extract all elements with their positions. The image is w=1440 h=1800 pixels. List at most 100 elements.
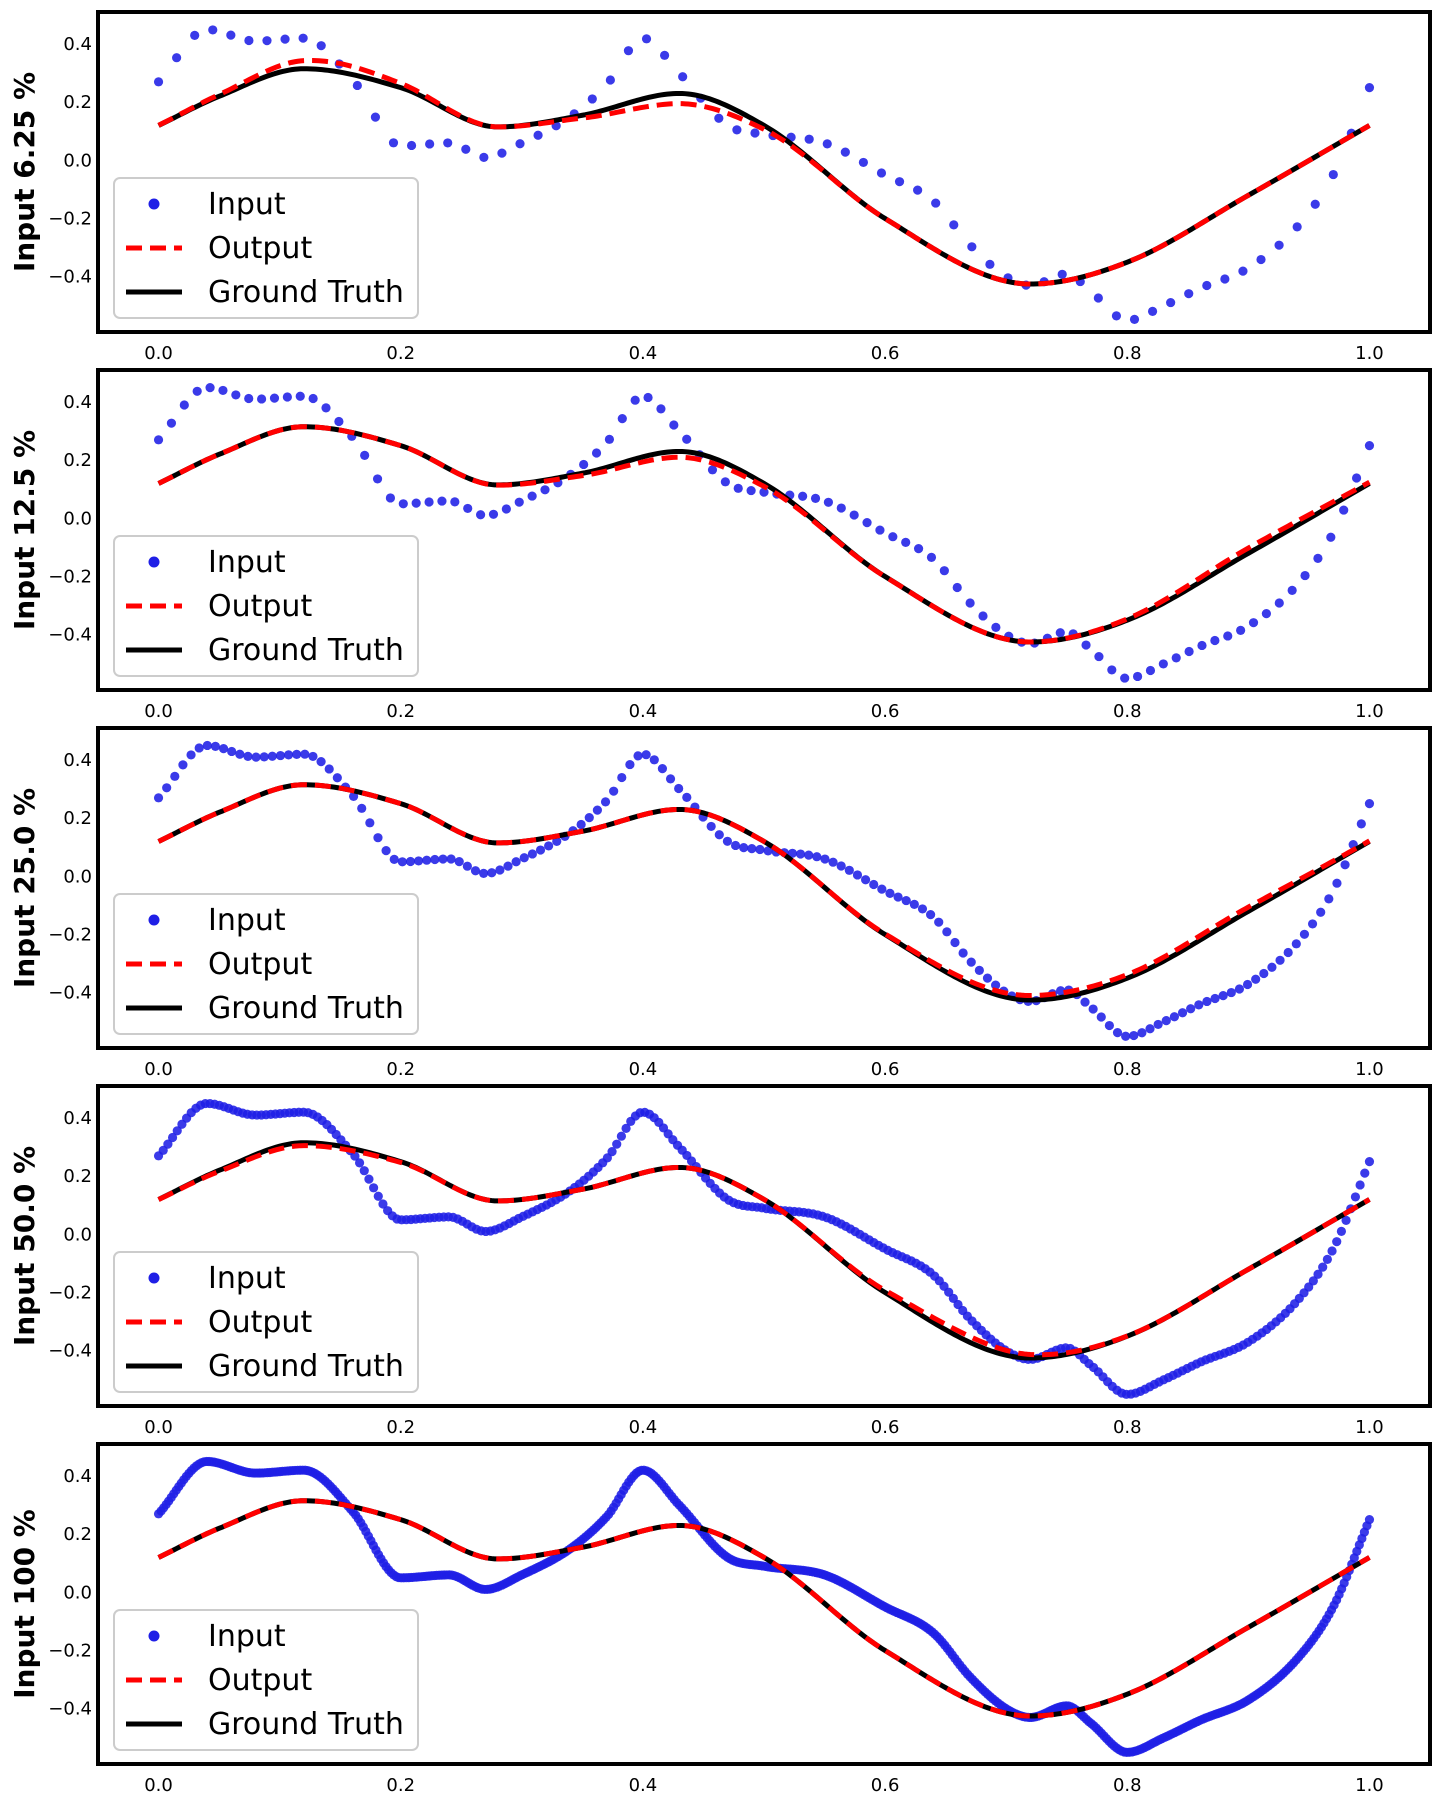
- legend-label: Output: [208, 1663, 312, 1698]
- input-point: [1096, 1012, 1106, 1022]
- y-tick-label: 0.4: [63, 1466, 92, 1487]
- input-point: [1322, 1254, 1332, 1264]
- input-point: [397, 857, 407, 867]
- input-point: [511, 857, 521, 867]
- x-tick-label: 0.8: [1113, 701, 1142, 722]
- input-point: [1129, 1030, 1139, 1041]
- input-point: [1202, 996, 1212, 1007]
- input-point: [950, 937, 960, 948]
- input-point: [1171, 653, 1181, 663]
- input-point: [965, 598, 975, 608]
- input-point: [888, 532, 898, 542]
- input-point: [192, 386, 202, 396]
- input-point: [836, 503, 846, 513]
- input-point: [942, 927, 952, 937]
- input-point: [876, 168, 887, 178]
- input-point: [579, 459, 589, 470]
- input-point: [576, 819, 586, 830]
- input-point: [746, 485, 756, 496]
- input-point: [1274, 598, 1284, 608]
- input-point: [656, 404, 666, 414]
- input-point: [609, 786, 619, 796]
- input-point: [804, 850, 814, 860]
- x-tick-label: 0.6: [871, 1775, 900, 1796]
- input-point: [275, 750, 286, 761]
- input-point: [385, 493, 396, 503]
- input-point: [172, 53, 182, 63]
- input-point: [720, 477, 730, 487]
- input-point: [1218, 991, 1228, 1001]
- legend-label: Input: [208, 1619, 286, 1654]
- input-point: [862, 517, 872, 528]
- input-point: [820, 854, 830, 864]
- chart-panel-5: 0.0 0.2 0.4 0.6 0.8 1.0 0.4 0.2 0.0 −0.2 −0.4 Input…: [8, 1442, 1432, 1796]
- input-point: [967, 242, 977, 252]
- input-point: [714, 113, 724, 123]
- input-point: [334, 416, 344, 427]
- input-point: [369, 1183, 379, 1193]
- input-point: [1287, 585, 1297, 595]
- input-point: [733, 483, 743, 493]
- input-point: [186, 750, 196, 760]
- input-point: [1328, 169, 1338, 180]
- legend-label: Output: [208, 947, 312, 982]
- input-point: [1332, 878, 1342, 888]
- legend: Input Output Ground Truth: [113, 1251, 419, 1393]
- input-point: [1336, 1226, 1347, 1236]
- input-point: [625, 759, 635, 770]
- output-line: [157, 782, 1371, 999]
- input-point: [438, 854, 448, 864]
- input-point: [958, 948, 968, 958]
- output-line: [157, 1143, 1371, 1358]
- input-point: [251, 752, 261, 762]
- input-point: [706, 821, 716, 832]
- input-point: [544, 841, 554, 851]
- input-point: [1094, 651, 1104, 662]
- input-point: [533, 130, 543, 140]
- input-point: [669, 420, 679, 430]
- input-point: [1242, 979, 1253, 990]
- input-point: [643, 392, 653, 403]
- legend: Input Output Ground Truth: [113, 893, 419, 1035]
- y-tick-label: 0.0: [63, 150, 92, 171]
- y-tick-label: 0.2: [63, 808, 92, 829]
- input-point: [411, 498, 421, 508]
- x-tick-label: 0.0: [144, 1059, 173, 1080]
- y-tick-label: 0.2: [63, 450, 92, 471]
- input-point: [389, 854, 399, 864]
- axes-frame: [96, 368, 1432, 692]
- input-point: [414, 856, 424, 866]
- input-point: [934, 917, 944, 927]
- y-tick-label: 0.2: [63, 1166, 92, 1187]
- input-point: [732, 125, 742, 135]
- ground-truth-line: [157, 66, 1371, 287]
- legend: Input Output Ground Truth: [113, 1609, 419, 1751]
- input-point: [665, 774, 676, 784]
- x-tick-label: 1.0: [1355, 1059, 1384, 1080]
- input-point: [978, 611, 988, 621]
- input-point: [623, 46, 634, 56]
- input-point: [208, 25, 218, 35]
- y-tick-label: −0.2: [48, 1641, 92, 1662]
- x-tick-label: 1.0: [1355, 1775, 1384, 1796]
- legend-label: Ground Truth: [208, 275, 404, 310]
- input-point: [584, 813, 594, 823]
- input-point: [308, 393, 318, 404]
- input-point: [1308, 1276, 1318, 1286]
- input-point: [1364, 799, 1375, 809]
- input-point: [1300, 570, 1310, 581]
- input-point: [170, 771, 180, 781]
- input-point: [1210, 635, 1220, 646]
- input-point: [991, 622, 1001, 632]
- legend-input-marker: [148, 1630, 160, 1642]
- axes-frame: [96, 1084, 1432, 1408]
- input-point: [527, 849, 537, 859]
- input-point: [194, 743, 204, 753]
- input-point: [1137, 1028, 1147, 1038]
- input-point: [1251, 974, 1261, 984]
- x-tick-label: 0.8: [1113, 1059, 1142, 1080]
- x-tick-label: 1.0: [1355, 701, 1384, 722]
- input-point: [359, 1166, 369, 1176]
- input-point: [750, 128, 760, 138]
- input-point: [316, 41, 326, 51]
